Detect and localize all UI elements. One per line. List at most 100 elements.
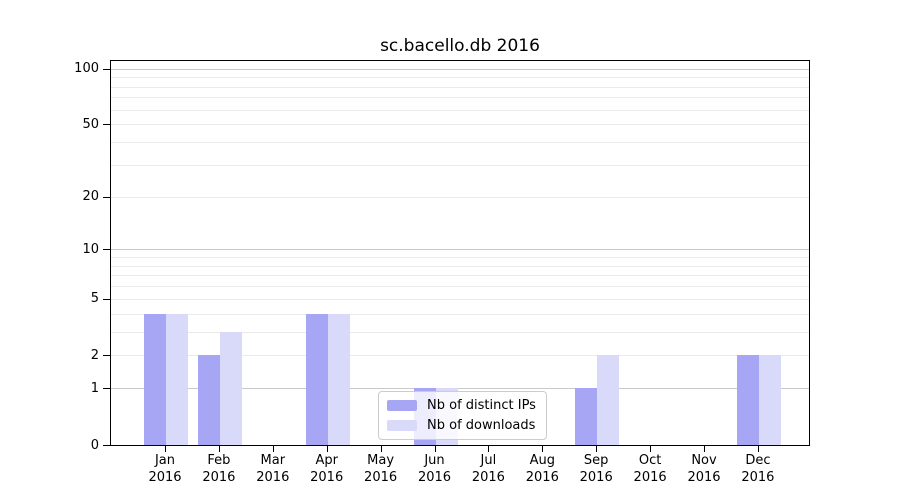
x-tick-label: Aug 2016	[512, 452, 572, 486]
legend-label-distinct-ips: Nb of distinct IPs	[427, 398, 536, 413]
gridline-minor	[111, 331, 809, 333]
x-tick-year: 2016	[471, 470, 505, 485]
x-tick-year: 2016	[256, 470, 290, 485]
x-tick-month: Sep	[583, 453, 609, 468]
x-tick-mark	[272, 446, 274, 452]
x-tick-month: Apr	[315, 453, 338, 468]
gridline-major	[111, 249, 809, 251]
x-tick-month: Mar	[260, 453, 286, 468]
gridline-minor	[111, 86, 809, 88]
x-tick-month: Jun	[424, 453, 445, 468]
x-tick-label: Feb 2016	[189, 452, 249, 486]
x-tick-month: Nov	[691, 453, 717, 468]
x-tick-month: May	[367, 453, 395, 468]
gridline-minor	[111, 298, 809, 300]
bar-apr-downloads	[327, 313, 350, 445]
bar-sep-distinct-ips	[575, 388, 598, 445]
x-tick-mark	[488, 446, 490, 452]
y-tick-label: 0	[90, 437, 99, 453]
x-tick-year: 2016	[148, 470, 182, 485]
x-tick-label: Sep 2016	[566, 452, 626, 486]
x-tick-month: Jul	[480, 453, 497, 468]
x-tick-mark	[650, 446, 652, 452]
x-tick-mark	[434, 446, 436, 452]
y-tick-label: 1	[90, 380, 99, 396]
gridline-minor	[111, 286, 809, 288]
gridline-minor	[111, 196, 809, 198]
x-tick-month: Dec	[745, 453, 771, 468]
x-tick-month: Jan	[154, 453, 176, 468]
x-tick-mark	[596, 446, 598, 452]
y-tick-mark	[103, 68, 110, 70]
x-tick-year: 2016	[417, 470, 452, 485]
y-tick-label: 50	[82, 116, 99, 132]
x-tick-year: 2016	[579, 470, 613, 485]
gridline-major	[111, 388, 809, 390]
x-tick-year: 2016	[687, 470, 721, 485]
y-tick-mark	[103, 388, 110, 390]
x-tick-mark	[380, 446, 382, 452]
legend-swatch-downloads	[387, 420, 417, 431]
y-tick-mark	[103, 196, 110, 198]
y-tick-mark	[103, 249, 110, 251]
y-tick-label: 100	[74, 61, 99, 77]
gridline-minor	[111, 142, 809, 144]
gridline-minor	[111, 275, 809, 277]
x-tick-year: 2016	[364, 470, 398, 485]
y-tick-label: 2	[90, 347, 99, 363]
bar-apr-distinct-ips	[305, 313, 328, 445]
bar-feb-downloads	[219, 331, 242, 445]
gridline-minor	[111, 313, 809, 315]
gridline-minor	[111, 257, 809, 259]
chart-title: sc.bacello.db 2016	[380, 36, 540, 56]
gridline-minor	[111, 97, 809, 99]
x-tick-year: 2016	[633, 470, 667, 485]
x-tick-month: Aug	[529, 453, 555, 468]
x-tick-mark	[757, 446, 759, 452]
bar-sep-downloads	[597, 355, 620, 445]
gridline-minor	[111, 109, 809, 111]
y-tick-mark	[103, 124, 110, 126]
x-tick-label: Jul 2016	[458, 452, 518, 486]
legend-item-downloads: Nb of downloads	[387, 418, 536, 433]
gridline-minor	[111, 77, 809, 79]
plot-area: Nb of distinct IPs Nb of downloads	[110, 60, 810, 446]
x-tick-mark	[165, 446, 166, 452]
x-tick-year: 2016	[310, 470, 344, 485]
bar-jan-downloads	[166, 313, 188, 445]
x-tick-label: Dec 2016	[728, 452, 788, 486]
y-tick-mark	[103, 355, 110, 357]
x-tick-year: 2016	[525, 470, 559, 485]
y-tick-label: 5	[90, 291, 99, 307]
bar-jan-distinct-ips	[144, 313, 166, 445]
bar-dec-downloads	[758, 355, 781, 445]
x-tick-label: Nov 2016	[674, 452, 734, 486]
x-tick-year: 2016	[202, 470, 236, 485]
gridline-minor	[111, 165, 809, 166]
gridline-minor	[111, 355, 809, 357]
x-tick-label: Apr 2016	[297, 452, 357, 486]
gridline-minor	[111, 265, 809, 267]
x-tick-mark	[218, 446, 220, 452]
x-tick-label: May 2016	[351, 452, 411, 486]
y-tick-mark	[103, 445, 110, 446]
bar-dec-distinct-ips	[736, 355, 759, 445]
x-tick-mark	[542, 446, 544, 452]
bar-feb-distinct-ips	[197, 355, 220, 445]
x-tick-label: Oct 2016	[620, 452, 680, 486]
legend-label-downloads: Nb of downloads	[427, 418, 536, 433]
x-tick-year: 2016	[741, 470, 775, 485]
x-tick-label: Jan 2016	[135, 452, 195, 486]
gridline-major	[111, 68, 809, 70]
x-tick-month: Feb	[207, 453, 231, 468]
x-tick-month: Oct	[638, 453, 662, 468]
y-tick-mark	[103, 298, 110, 300]
x-tick-mark	[704, 446, 705, 452]
legend-item-distinct-ips: Nb of distinct IPs	[387, 398, 536, 413]
x-tick-mark	[326, 446, 328, 452]
legend: Nb of distinct IPs Nb of downloads	[378, 391, 547, 440]
y-tick-label: 10	[82, 241, 99, 257]
x-tick-label: Mar 2016	[243, 452, 303, 486]
legend-swatch-distinct-ips	[387, 400, 417, 411]
